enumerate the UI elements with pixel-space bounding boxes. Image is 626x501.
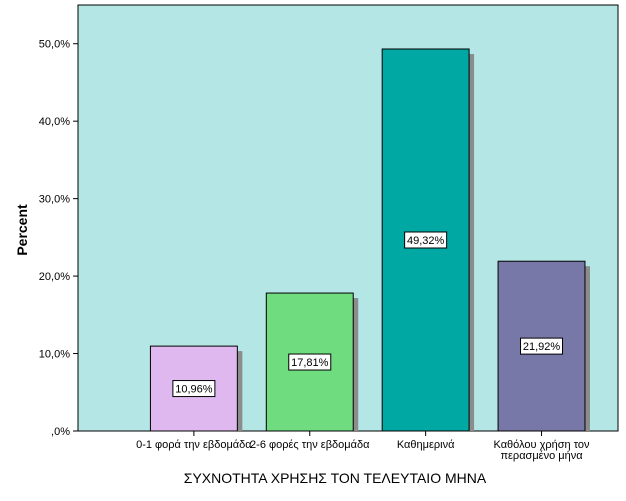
y-axis-title: Percent: [14, 204, 30, 256]
y-tick-label: 20,0%: [39, 271, 70, 283]
x-axis-title: ΣΥΧΝΟΤΗΤΑ ΧΡΗΣΗΣ ΤΟΝ ΤΕΛΕΥΤΑΙΟ ΜΗΝΑ: [184, 470, 487, 486]
data-label: 10,96%: [175, 384, 213, 396]
x-tick-label: Καθημερινά: [397, 439, 455, 451]
y-tick-label: 50,0%: [39, 39, 70, 51]
y-tick-label: 40,0%: [39, 116, 70, 128]
y-tick-label: 30,0%: [39, 194, 70, 206]
x-tick-label: Καθόλου χρήση τον: [494, 439, 591, 451]
x-tick-label: 2-6 φορές την εβδομάδα: [250, 439, 370, 451]
x-tick-label: περασμένο μήνα: [500, 450, 583, 462]
data-label: 17,81%: [291, 357, 329, 369]
y-axis: ,0% 10,0% 20,0% 30,0% 40,0% 50,0%: [39, 39, 78, 438]
x-tick-label: 0-1 φορά την εβδομάδα: [136, 439, 252, 451]
data-label-box: [404, 231, 448, 249]
data-label-box: [288, 353, 332, 371]
data-label-box: [172, 380, 216, 398]
y-tick-label: 10,0%: [39, 349, 70, 361]
data-label: 21,92%: [523, 341, 561, 353]
y-tick-label: ,0%: [51, 426, 70, 438]
data-label: 49,32%: [407, 235, 445, 247]
bars: 10,96% 17,81% 49,32% 21,92%: [149, 48, 590, 432]
data-label-box: [520, 337, 564, 355]
